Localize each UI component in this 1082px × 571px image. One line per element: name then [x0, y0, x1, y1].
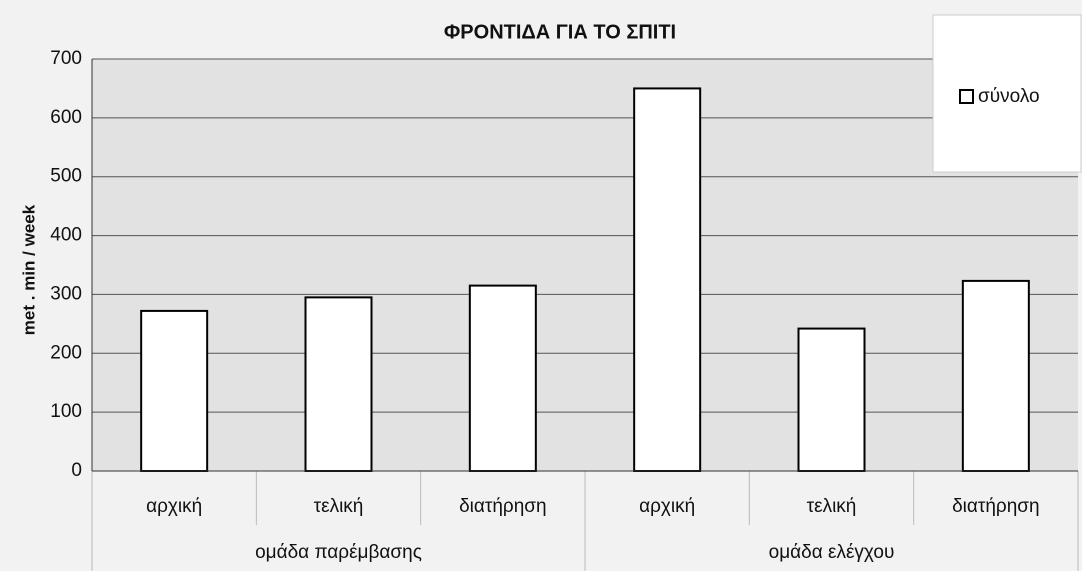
x-tick-label: αρχική: [146, 496, 202, 517]
legend-swatch: [959, 89, 974, 104]
group-label: ομάδα παρέμβασης: [255, 542, 422, 563]
x-tick-label: τελική: [314, 496, 364, 517]
group-label: ομάδα ελέγχου: [769, 542, 895, 563]
x-tick-label: διατήρηση: [952, 496, 1040, 517]
y-tick-label: 400: [50, 225, 82, 246]
y-tick-label: 700: [50, 48, 82, 69]
x-tick-label: τελική: [807, 496, 857, 517]
x-tick-label: αρχική: [639, 496, 695, 517]
legend-label: σύνολο: [978, 86, 1040, 107]
bar: [140, 309, 209, 472]
y-tick-label: 300: [50, 283, 82, 304]
y-axis-label: met . min / week: [19, 204, 38, 335]
y-tick-label: 100: [50, 401, 82, 422]
plot-area: [92, 59, 1078, 471]
bar: [961, 279, 1030, 472]
y-tick-label: 0: [71, 460, 82, 481]
bar: [304, 296, 373, 472]
y-tick-label: 500: [50, 166, 82, 187]
chart-title: ΦΡΟΝΤΙΔΑ ΓΙΑ ΤΟ ΣΠΙΤΙ: [444, 21, 676, 43]
bar: [468, 284, 537, 472]
bar: [797, 327, 866, 472]
legend: [932, 14, 1082, 173]
bar: [633, 87, 702, 473]
y-tick-label: 200: [50, 342, 82, 363]
x-tick-label: διατήρηση: [459, 496, 547, 517]
y-tick-label: 600: [50, 107, 82, 128]
